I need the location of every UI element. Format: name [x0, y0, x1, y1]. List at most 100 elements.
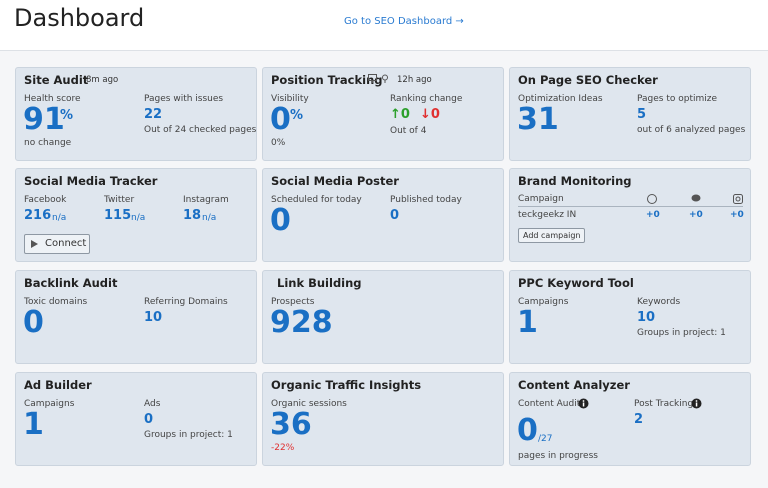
- campaign-name: teckgeekz IN: [518, 210, 577, 220]
- card-title[interactable]: Brand Monitoring: [518, 174, 632, 188]
- mentions: +0: [689, 210, 703, 220]
- card[interactable]: Social Media Poster Scheduled for today …: [262, 168, 504, 262]
- note: Out of 24 checked pages: [144, 125, 257, 135]
- label: Organic sessions: [271, 399, 347, 409]
- value: 0: [144, 412, 154, 427]
- card-title[interactable]: Organic Traffic Insights: [271, 378, 422, 392]
- label: Facebook: [24, 195, 67, 205]
- device-icons: [368, 74, 388, 83]
- play-icon: [31, 240, 38, 248]
- label: Published today: [390, 195, 462, 205]
- value: 928: [270, 305, 333, 340]
- value: 115: [104, 208, 132, 223]
- value: 31: [517, 102, 559, 137]
- card-title[interactable]: Content Analyzer: [518, 378, 630, 392]
- card[interactable]: Link Building Prospects 928: [262, 270, 504, 364]
- note: pages in progress: [518, 451, 598, 461]
- card[interactable]: Backlink Audit Toxic domains 0 Referring…: [15, 270, 257, 364]
- change: -22%: [271, 443, 295, 453]
- label: Health score: [24, 94, 81, 104]
- card[interactable]: PPC Keyword Tool Campaigns 1 Keywords 10…: [509, 270, 751, 364]
- value: 22: [144, 107, 163, 122]
- value: 0: [270, 102, 291, 137]
- label: Visibility: [271, 94, 309, 104]
- meta: 8m ago: [86, 75, 119, 85]
- value: 2: [634, 412, 644, 427]
- info-icon[interactable]: [691, 398, 702, 409]
- label: Ads: [144, 399, 161, 409]
- card[interactable]: Ad Builder Campaigns 1 Ads 0 Groups in p…: [15, 372, 257, 466]
- divider: [518, 206, 743, 207]
- value: 36: [270, 407, 312, 442]
- unit: n/a: [52, 213, 67, 223]
- card-title[interactable]: Link Building: [277, 276, 362, 290]
- card-title[interactable]: Position Tracking: [271, 73, 383, 87]
- card[interactable]: Social Media Tracker Facebook 216 n/a Tw…: [15, 168, 257, 262]
- ranking-up: ↑0: [390, 107, 410, 122]
- value: 0: [517, 413, 538, 448]
- label: Post Tracking: [634, 399, 694, 409]
- header: Dashboard Go to SEO Dashboard →: [0, 0, 768, 51]
- button-label: Connect: [45, 238, 87, 249]
- card[interactable]: Organic Traffic Insights Organic session…: [262, 372, 504, 466]
- value: 1: [23, 407, 44, 442]
- label: Instagram: [183, 195, 229, 205]
- card-title[interactable]: Backlink Audit: [24, 276, 118, 290]
- card-title[interactable]: Site Audit: [24, 73, 89, 87]
- value: 1: [517, 305, 538, 340]
- card-title[interactable]: On Page SEO Checker: [518, 73, 658, 87]
- note: 0%: [271, 138, 286, 148]
- unit: n/a: [131, 213, 146, 223]
- network-icons: [647, 194, 743, 204]
- card[interactable]: Site Audit 8m ago Health score 91 % no c…: [15, 67, 257, 161]
- card[interactable]: Content Analyzer Content Audit 0 /27 pag…: [509, 372, 751, 466]
- label: Keywords: [637, 297, 681, 307]
- value: 10: [144, 310, 163, 325]
- label: Content Audit: [518, 399, 581, 409]
- value: 0: [270, 203, 291, 238]
- card[interactable]: Brand Monitoring Campaign teckgeekz IN +…: [509, 168, 751, 262]
- unit: %: [290, 108, 304, 123]
- note: out of 6 analyzed pages: [637, 125, 746, 135]
- mentions: +0: [646, 210, 660, 220]
- value: 0: [390, 208, 400, 223]
- meta: 12h ago: [397, 75, 432, 85]
- label: Optimization Ideas: [518, 94, 603, 104]
- card-title[interactable]: Ad Builder: [24, 378, 92, 392]
- label: Campaigns: [518, 297, 569, 307]
- value: 5: [637, 107, 647, 122]
- info-icon[interactable]: [578, 398, 589, 409]
- note: Groups in project: 1: [637, 328, 726, 338]
- value: 0: [23, 305, 44, 340]
- value: 18: [183, 208, 202, 223]
- unit: /27: [538, 434, 553, 444]
- label: Referring Domains: [144, 297, 228, 307]
- card[interactable]: On Page SEO Checker Optimization Ideas 3…: [509, 67, 751, 161]
- value: 10: [637, 310, 656, 325]
- label: Pages to optimize: [637, 94, 718, 104]
- note: Out of 4: [390, 126, 427, 136]
- label: Toxic domains: [24, 297, 88, 307]
- ranking-down: ↓0: [420, 107, 440, 122]
- page-title: Dashboard: [14, 4, 145, 32]
- label: Prospects: [271, 297, 315, 307]
- label: Pages with issues: [144, 94, 224, 104]
- note: no change: [24, 138, 72, 148]
- connect-button[interactable]: Connect: [24, 234, 90, 254]
- card-title[interactable]: PPC Keyword Tool: [518, 276, 634, 290]
- card-title[interactable]: Social Media Poster: [271, 174, 399, 188]
- seo-dashboard-link[interactable]: Go to SEO Dashboard →: [344, 16, 464, 27]
- value: 216: [24, 208, 52, 223]
- unit: n/a: [202, 213, 217, 223]
- add-campaign-button[interactable]: Add campaign: [518, 228, 586, 243]
- note: Groups in project: 1: [144, 430, 233, 440]
- label: Ranking change: [390, 94, 463, 104]
- unit: %: [60, 108, 74, 123]
- card[interactable]: Position Tracking 12h ago Visibility 0 %…: [262, 67, 504, 161]
- mentions: +0: [730, 210, 744, 220]
- value: 91: [23, 102, 65, 137]
- label: Twitter: [104, 195, 135, 205]
- column-header: Campaign: [518, 194, 564, 204]
- card-title[interactable]: Social Media Tracker: [24, 174, 158, 188]
